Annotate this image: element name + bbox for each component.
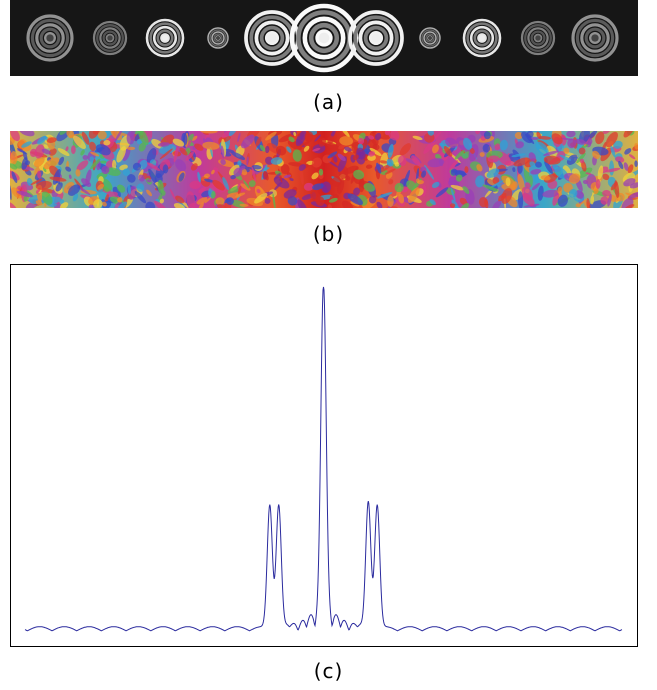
- phase-map-panel: [10, 131, 638, 208]
- profile-series-line: [24, 286, 623, 632]
- intensity-map-panel: [10, 0, 638, 76]
- phase-map-image: [10, 131, 638, 208]
- line-profile-plot: [24, 286, 623, 632]
- caption-a: (a): [313, 90, 344, 114]
- caption-c: (c): [313, 659, 344, 683]
- intensity-map-image: [10, 0, 638, 76]
- line-profile-panel: [10, 264, 638, 647]
- caption-b: (b): [312, 222, 345, 246]
